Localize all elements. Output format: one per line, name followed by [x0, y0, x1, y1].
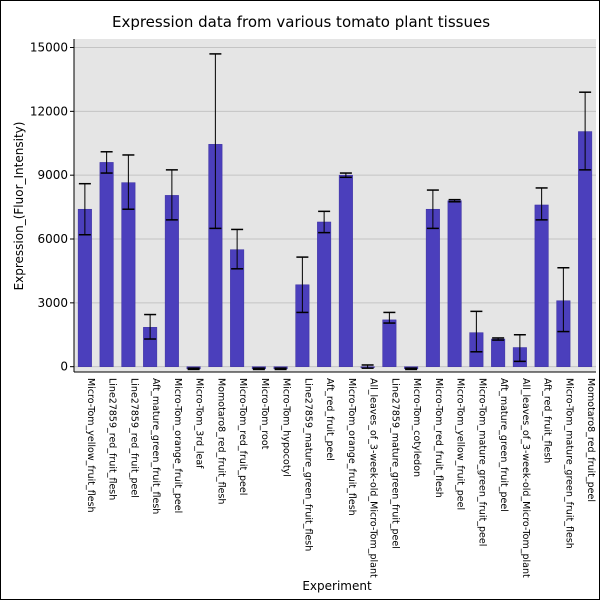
- y-tick-label-3: 9000: [37, 168, 68, 182]
- x-tick-label-15: Micro-Tom_cotyledon: [411, 378, 422, 477]
- bar-4: [164, 195, 179, 367]
- y-tick-label-2: 6000: [37, 232, 68, 246]
- x-tick-label-19: Aft_mature_green_fruit_peel: [498, 378, 509, 512]
- x-tick-label-17: Micro-Tom_yellow_fruit_peel: [455, 378, 466, 510]
- y-axis: 0 3000 6000 9000 12000 15000: [30, 41, 74, 374]
- x-tick-label-20: All_leaves_of_3-week-old_Micro-Tom_plant: [520, 378, 531, 578]
- y-tick-label-4: 12000: [30, 104, 68, 118]
- y-tick-label-1: 3000: [37, 296, 68, 310]
- x-tick-label-2: Line27859_red_fruit_peel: [128, 378, 139, 498]
- x-axis-title: Experiment: [302, 579, 372, 593]
- x-tick-label-14: Line27859_mature_green_fruit_peel: [389, 378, 400, 549]
- y-tick-label-0: 0: [60, 360, 68, 374]
- x-tick-label-18: Micro-Tom_mature_green_fruit_peel: [476, 378, 487, 546]
- x-tick-label-6: Momotaro8_red_fruit_flesh: [215, 378, 226, 504]
- chart-title: Expression data from various tomato plan…: [112, 13, 490, 31]
- y-tick-label-5: 15000: [30, 41, 68, 55]
- x-tick-label-21: Aft_red_fruit_flesh: [542, 378, 553, 463]
- bar-2: [121, 182, 136, 367]
- bar-16: [425, 208, 440, 367]
- bar-14: [382, 319, 397, 367]
- x-tick-label-23: Momotaro8_red_fruit_peel: [585, 378, 596, 502]
- bar-11: [317, 221, 332, 367]
- bar-21: [534, 204, 549, 367]
- x-tick-label-10: Line27859_mature_green_fruit_flesh: [302, 378, 313, 551]
- x-tick-label-16: Micro-Tom_red_fruit_flesh: [433, 378, 444, 498]
- bar-12: [338, 174, 353, 367]
- x-tick-label-1: Line27859_red_fruit_flesh: [107, 378, 118, 500]
- x-tick-label-22: Micro-Tom_mature_green_fruit_flesh: [563, 378, 574, 549]
- error-bars: [78, 53, 592, 371]
- x-tick-label-5: Micro-Tom_3rd_leaf: [194, 378, 205, 469]
- bar-17: [447, 200, 462, 367]
- x-tick-label-3: Aft_mature_green_fruit_flesh: [150, 378, 161, 514]
- gridlines: [74, 47, 596, 368]
- x-tick-label-7: Micro-Tom_red_fruit_peel: [237, 378, 248, 495]
- bar-1: [99, 162, 114, 367]
- x-tick-label-4: Micro-Tom_orange_fruit_peel: [172, 378, 183, 513]
- x-tick-label-8: Micro-Tom_root: [259, 378, 270, 450]
- x-tick-label-0: Micro-Tom_yellow_fruit_flesh: [85, 378, 96, 513]
- x-tick-label-11: Aft_red_fruit_peel: [324, 378, 335, 461]
- x-tick-label-12: Micro-Tom_orange_fruit_flesh: [346, 378, 357, 516]
- x-tick-label-13: All_leaves_of_3-week-old_Micro-Tom_plant: [368, 378, 379, 578]
- y-axis-title: Expression_(Fluor_Intensity): [12, 122, 26, 291]
- x-axis-labels: Micro-Tom_yellow_fruit_flesh Line27859_re…: [85, 378, 596, 578]
- bars: [77, 131, 593, 370]
- x-tick-label-9: Micro-Tom_hypocotyl: [281, 378, 292, 477]
- plot-area: [74, 39, 596, 372]
- bar-19: [491, 338, 506, 367]
